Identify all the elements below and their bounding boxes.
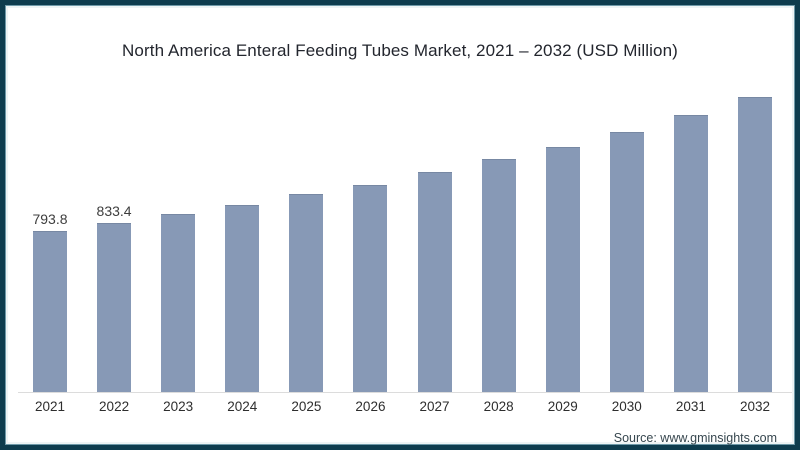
chart-title: North America Enteral Feeding Tubes Mark… [122, 41, 678, 60]
x-axis-line [18, 392, 792, 393]
bar-2031 [673, 115, 708, 392]
x-tick-2022: 2022 [99, 399, 130, 414]
x-tick-2024: 2024 [227, 399, 258, 414]
bar-2025 [289, 194, 324, 392]
x-tick-2031: 2031 [675, 399, 706, 414]
bar-2021 [33, 231, 67, 392]
bar-2028 [481, 159, 516, 392]
bar-2032 [738, 97, 772, 392]
x-tick-2025: 2025 [291, 399, 322, 414]
x-tick-2027: 2027 [419, 399, 450, 414]
x-axis-labels: 2021 2022 2023 2024 2025 2026 2027 2028 2029 2030… [33, 399, 772, 419]
bar-2029 [545, 147, 580, 392]
x-tick-2021: 2021 [34, 399, 66, 414]
x-tick-2030: 2030 [611, 399, 642, 414]
bar-value-label-2022: 833.4 [96, 203, 132, 219]
bar-2026 [353, 185, 388, 392]
x-tick-2026: 2026 [355, 399, 386, 414]
bar-2030 [609, 132, 644, 392]
x-tick-2028: 2028 [483, 399, 514, 414]
x-tick-2023: 2023 [163, 399, 194, 414]
plot-area: 793.8 833.4 2021 2022 2023 2024 2025 2026 2027 2… [5, 5, 800, 455]
source-text: Source: www.gminsights.com [613, 431, 777, 445]
x-tick-2029: 2029 [547, 399, 578, 414]
bar-2023 [161, 214, 196, 392]
bar-value-label-2021: 793.8 [32, 211, 68, 227]
bar-2024 [225, 205, 260, 392]
x-tick-2032: 2032 [739, 399, 771, 414]
bar-2022 [97, 223, 132, 392]
bar-2027 [417, 172, 452, 392]
